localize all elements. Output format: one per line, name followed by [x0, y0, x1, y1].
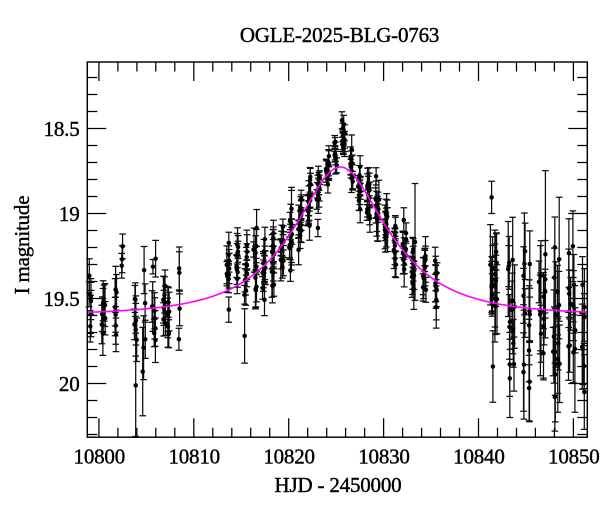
svg-text:I magnitude: I magnitude	[10, 196, 34, 295]
svg-text:OGLE-2025-BLG-0763: OGLE-2025-BLG-0763	[240, 23, 439, 47]
svg-text:10830: 10830	[358, 445, 410, 469]
svg-text:10810: 10810	[168, 445, 220, 469]
svg-text:19.5: 19.5	[44, 287, 80, 311]
svg-text:HJD - 2450000: HJD - 2450000	[275, 473, 402, 497]
svg-text:18.5: 18.5	[44, 117, 80, 141]
svg-text:20: 20	[59, 372, 80, 396]
svg-text:10850: 10850	[548, 445, 600, 469]
svg-text:10800: 10800	[74, 445, 126, 469]
svg-text:19: 19	[59, 202, 80, 226]
svg-text:10820: 10820	[263, 445, 315, 469]
svg-text:10840: 10840	[453, 445, 505, 469]
